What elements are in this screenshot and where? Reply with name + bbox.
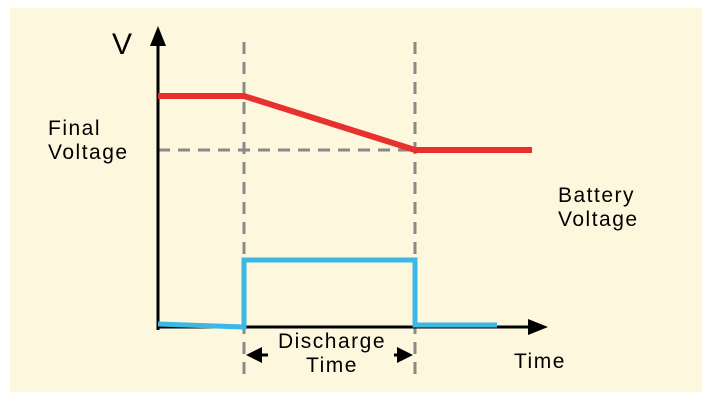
battery-voltage-label: Battery Voltage	[558, 184, 668, 232]
discharge-time-arrow-right-head	[397, 347, 413, 363]
final-voltage-label: Final Voltage	[48, 117, 158, 165]
x-axis-arrow	[528, 319, 548, 335]
x-axis-label: Time	[514, 350, 566, 373]
discharge-time-label: Discharge Time	[277, 330, 387, 378]
y-axis-label: V	[112, 28, 133, 61]
discharge-time-arrow-left-head	[246, 347, 262, 363]
battery-voltage-line	[158, 93, 532, 153]
final-voltage-label-text: Final Voltage	[48, 117, 129, 165]
discharge-pulse-line	[157, 257, 497, 330]
y-axis-arrow	[150, 26, 166, 46]
battery-voltage-label-text: Battery Voltage	[558, 184, 639, 232]
